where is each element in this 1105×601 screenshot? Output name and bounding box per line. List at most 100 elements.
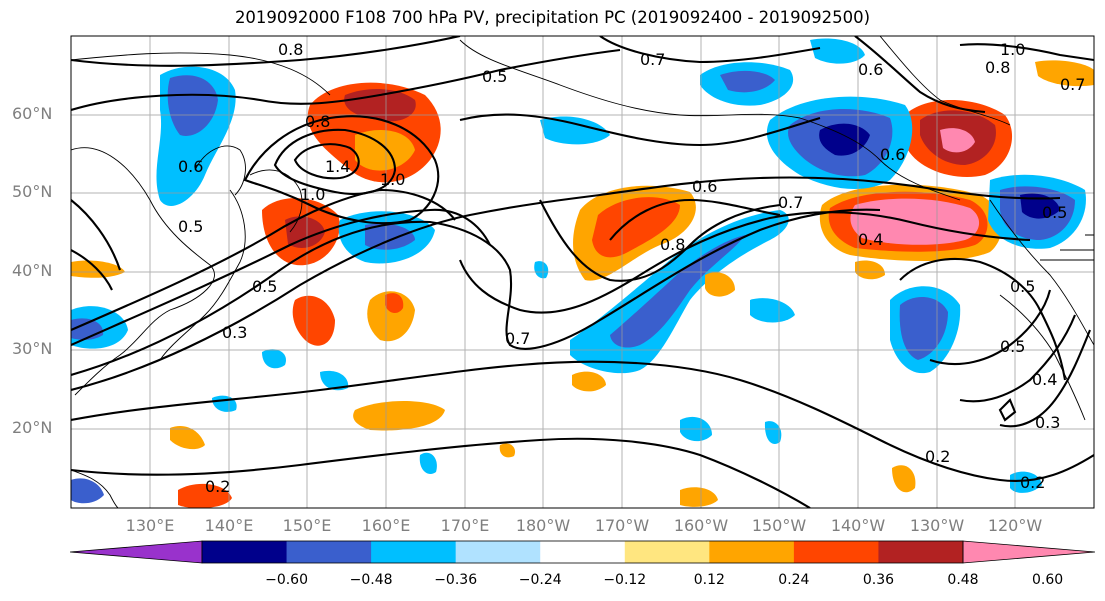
colorbar-tick-label: 0.60 [1031, 572, 1064, 588]
shade-orange-sm-5 [855, 260, 885, 280]
pv-contours [71, 36, 1094, 508]
colorbar-extend-low [70, 540, 203, 564]
contour-label: 0.8 [305, 112, 330, 131]
contour-label: 0.3 [1035, 413, 1060, 432]
lon-label: 150°W [751, 516, 807, 535]
shade-cp-orange-3 [170, 425, 205, 450]
shade-epac-blue-3 [1010, 471, 1042, 493]
contour-label: 0.5 [1000, 337, 1025, 356]
map-canvas: 0.8 0.5 0.7 1.0 0.6 0.8 0.7 1.0 0.5 0.8 … [70, 35, 1095, 509]
shade-siberia-darkblue [167, 75, 218, 136]
contour-label: 0.6 [858, 60, 883, 79]
lat-label-30n: 30°N [12, 339, 53, 358]
shade-orange-sm-1 [705, 272, 735, 297]
colorbar-tick-label: −0.60 [265, 572, 308, 588]
lat-label-60n: 60°N [12, 104, 53, 123]
shade-okhotsk-orange [355, 130, 415, 171]
shade-cp-orange-4 [499, 443, 516, 458]
map-frame [70, 35, 1095, 509]
lon-label: 160°W [673, 516, 729, 535]
shade-blue-sm-4 [419, 452, 437, 475]
lon-label: 180°W [515, 516, 571, 535]
colorbar [70, 540, 1095, 564]
shade-epac-navy [1020, 193, 1060, 219]
colorbar-cells [70, 540, 1095, 564]
lon-label: 130°E [125, 516, 175, 535]
colorbar-cell [793, 541, 879, 563]
contour-label: 0.5 [482, 67, 507, 86]
colorbar-cell [286, 541, 372, 563]
contour-label: 0.8 [660, 235, 685, 254]
shade-cp-red-1 [292, 295, 335, 346]
shade-orange-sm-2 [572, 371, 606, 392]
contour-label: 0.5 [178, 217, 203, 236]
shade-cp-red-3 [178, 483, 232, 508]
contour-label: 0.5 [1042, 203, 1067, 222]
shade-blue-sm-1 [262, 349, 286, 369]
contour-label: 0.8 [278, 40, 303, 59]
contour-label: 0.2 [925, 447, 950, 466]
lon-label: 130°W [909, 516, 965, 535]
colorbar-cell [371, 541, 457, 563]
lon-label: 160°E [361, 516, 411, 535]
contour-label: 0.7 [1060, 75, 1085, 94]
shade-canada-pink [940, 128, 975, 153]
contour-label: 0.4 [858, 230, 883, 249]
colorbar-cell [540, 541, 626, 563]
contour-label: 0.2 [1020, 473, 1045, 492]
lon-label: 140°W [830, 516, 886, 535]
shade-alaska-navy [819, 123, 870, 156]
colorbar-tick-label: −0.24 [518, 572, 562, 588]
contour-label: 0.2 [205, 477, 230, 496]
lon-label: 170°E [440, 516, 490, 535]
shade-arctic-blue-2 [810, 38, 865, 64]
contour-label: 1.0 [380, 170, 405, 189]
shade-blue-sm-6 [71, 478, 104, 504]
shade-cp-orange-2 [353, 401, 445, 431]
contour-label: 0.7 [778, 193, 803, 212]
shade-diag-blue-3 [764, 421, 782, 444]
lon-label: 170°W [594, 516, 650, 535]
coastlines [71, 36, 1094, 508]
contour-label: 0.7 [505, 329, 530, 348]
lon-label: 120°W [987, 516, 1043, 535]
lat-label-50n: 50°N [12, 182, 53, 201]
colorbar-cell [878, 541, 964, 563]
contour-label: 0.6 [692, 177, 717, 196]
contour-label: 1.4 [325, 157, 350, 176]
colorbar-frame [201, 540, 964, 564]
shade-cp-red-2 [385, 293, 404, 314]
graticule [71, 36, 1094, 508]
shade-orange-sm-3 [680, 487, 718, 507]
colorbar-cell [624, 541, 710, 563]
colorbar-extend-high [962, 540, 1095, 564]
shade-diag-darkblue [610, 235, 745, 348]
map-title: 2019092000 F108 700 hPa PV, precipitatio… [234, 8, 871, 27]
contour-label: 0.4 [1032, 370, 1057, 389]
shade-japan-darkred [285, 216, 325, 248]
contour-label: 1.0 [1000, 40, 1025, 59]
contour-label: 0.5 [1010, 277, 1035, 296]
contour-label: 0.8 [985, 58, 1010, 77]
colorbar-cell [455, 541, 541, 563]
shade-blue-sm-2 [320, 370, 349, 391]
shade-nwpac-darkblue [365, 223, 415, 250]
contour-label: 0.5 [252, 277, 277, 296]
colorbar-tick-label: 0.24 [778, 572, 810, 588]
colorbar-cell [202, 541, 288, 563]
colorbar-tick-label: −0.48 [349, 572, 393, 588]
shade-arctic-darkblue [720, 70, 775, 93]
lat-label-40n: 40°N [12, 261, 53, 280]
shade-blue-sm-7 [750, 298, 795, 323]
lon-label: 140°E [204, 516, 254, 535]
shade-epac-orange [1035, 60, 1094, 87]
colorbar-cell [709, 541, 795, 563]
lat-label-20n: 20°N [12, 418, 53, 437]
shade-orange-sm-4 [892, 465, 916, 493]
shade-midpac-red [592, 197, 680, 258]
contour-label: 0.6 [178, 157, 203, 176]
colorbar-tick-label: 0.48 [947, 572, 979, 588]
shade-gulf-pink [850, 198, 980, 245]
colorbar-tick-label: 0.36 [862, 572, 895, 588]
shade-epac-darkblue [899, 296, 948, 360]
